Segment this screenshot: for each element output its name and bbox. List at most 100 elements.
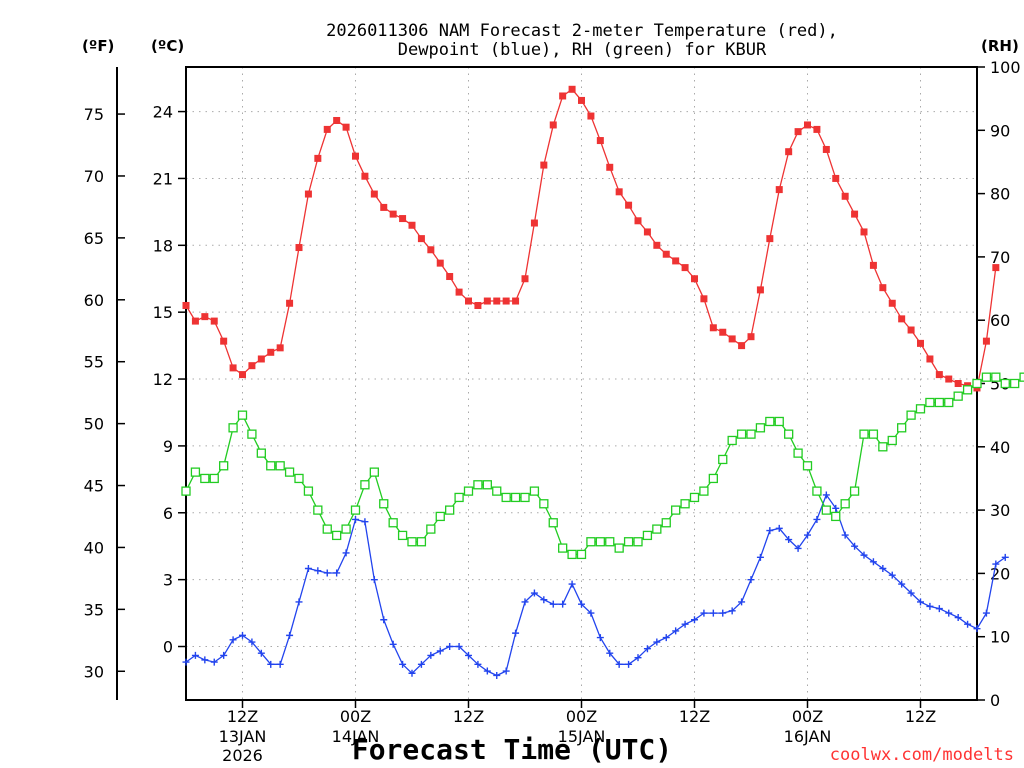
celsius-tick-label: 18 — [153, 236, 173, 255]
dewpoint-point — [917, 598, 924, 606]
temperature-point — [813, 125, 821, 133]
rh-point — [840, 499, 850, 509]
fahrenheit-tick-label: 35 — [84, 600, 104, 619]
rh-point — [623, 537, 634, 547]
rh-tick-label: 30 — [990, 501, 1010, 520]
dewpoint-point — [446, 643, 454, 651]
temperature-point — [785, 148, 793, 156]
dewpoint-point — [615, 660, 623, 668]
rh-point — [397, 530, 408, 541]
temperature-point — [465, 297, 472, 305]
temperature-point — [229, 364, 237, 372]
dewpoint-point — [860, 551, 868, 559]
rh-point — [388, 518, 398, 528]
dewpoint-point — [964, 620, 972, 628]
dewpoint-point — [672, 627, 680, 635]
fahrenheit-unit-label: (ºF) — [82, 37, 114, 55]
temperature-point — [417, 235, 425, 243]
rh-point — [746, 429, 756, 439]
dewpoint-point — [700, 609, 708, 617]
rh-point — [849, 486, 860, 496]
rh-point — [445, 505, 455, 515]
dewpoint-point — [465, 651, 472, 659]
temperature-point — [248, 362, 256, 370]
temperature-point — [898, 315, 906, 323]
temperature-point — [352, 152, 359, 160]
dewpoint-point — [295, 598, 303, 606]
temperature-point — [672, 257, 680, 265]
temperature-point — [578, 96, 585, 104]
rh-point — [463, 486, 474, 496]
rh-point — [887, 435, 897, 446]
temperature-point — [286, 299, 294, 307]
temperature-point — [540, 161, 548, 169]
temperature-point — [559, 92, 567, 100]
rh-point — [831, 511, 841, 522]
dewpoint-point — [794, 544, 802, 552]
temperature-point — [606, 163, 614, 171]
temperature-point — [389, 210, 397, 218]
rh-point — [633, 537, 643, 547]
date-tick-label: 15JAN — [558, 727, 606, 746]
dewpoint-point — [709, 609, 717, 617]
series-line — [185, 493, 1006, 677]
dewpoint-point — [681, 620, 689, 628]
rh-point — [350, 505, 361, 515]
temperature-point — [323, 125, 331, 133]
temperature-point — [869, 261, 877, 269]
temperature-point — [568, 85, 576, 93]
time-tick-label: 00Z — [566, 707, 597, 726]
series-line — [185, 88, 997, 389]
fahrenheit-tick-label: 55 — [84, 353, 104, 372]
rh-point — [962, 385, 973, 395]
rh-point — [275, 461, 285, 471]
dewpoint-point — [455, 643, 463, 651]
rh-point — [313, 505, 323, 515]
dewpoint-point — [606, 649, 614, 657]
rh-point — [247, 429, 257, 439]
temperature-point — [691, 275, 698, 283]
dewpoint-point — [502, 667, 510, 675]
rh-point — [322, 524, 332, 534]
fahrenheit-tick-label: 30 — [84, 662, 104, 681]
rh-point — [1010, 378, 1020, 389]
dewpoint-point — [229, 636, 237, 644]
temperature-point — [615, 188, 623, 196]
rh-point — [736, 429, 747, 439]
gridlines — [186, 67, 977, 700]
temperature-point — [436, 259, 444, 267]
rh-point — [991, 372, 1001, 382]
rh-point — [520, 492, 530, 503]
temperature-point — [841, 192, 849, 200]
temperature-point — [860, 228, 868, 236]
rh-point — [586, 537, 596, 547]
rh-tick-label: 90 — [990, 121, 1010, 140]
time-tick-label: 00Z — [340, 707, 371, 726]
dewpoint-point — [935, 605, 943, 613]
rh-point — [934, 397, 944, 408]
rh-point — [708, 473, 718, 484]
dewpoint-point — [483, 667, 491, 675]
rh-tick-label: 100 — [990, 58, 1021, 77]
fahrenheit-tick-label: 60 — [84, 291, 104, 310]
rh-point — [303, 486, 314, 496]
rh-point — [190, 467, 201, 477]
dewpoint-point — [907, 589, 915, 597]
dewpoint-point — [521, 598, 529, 606]
temperature-point — [747, 333, 755, 341]
rh-point — [1000, 378, 1010, 389]
rh-point — [793, 448, 803, 458]
date-tick-label: 16JAN — [784, 727, 832, 746]
rh-point — [595, 537, 605, 547]
rh-point — [868, 429, 879, 439]
temperature-point — [446, 273, 454, 281]
temperature-point — [709, 324, 717, 332]
rh-point — [369, 467, 379, 477]
temperature-point — [935, 371, 943, 379]
rh-point — [510, 492, 521, 503]
dewpoint-point — [361, 518, 369, 526]
dewpoint-point — [314, 567, 322, 575]
dewpoint-point — [822, 491, 830, 499]
rh-point — [812, 486, 822, 496]
year-tick-label: 2026 — [222, 746, 263, 765]
